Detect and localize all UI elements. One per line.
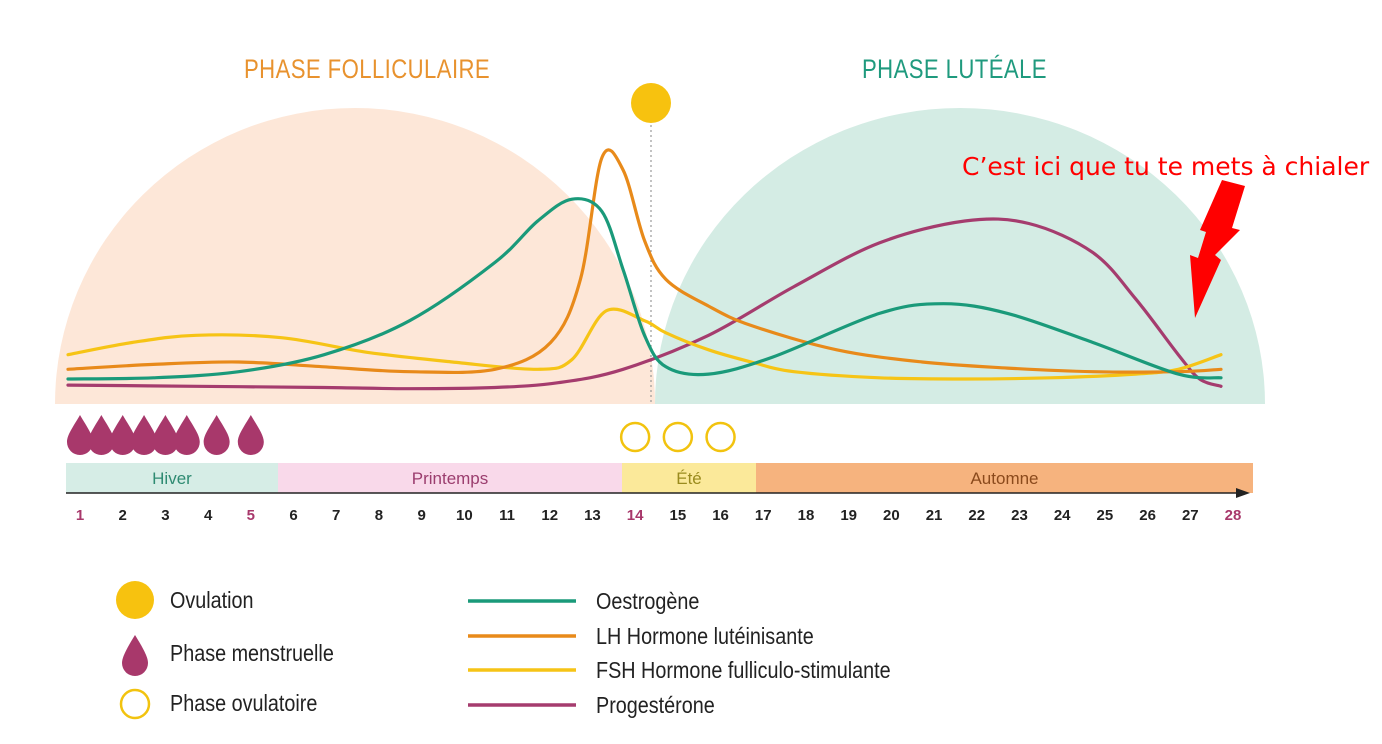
sun-icon bbox=[116, 581, 154, 619]
day-label: 27 bbox=[1182, 507, 1199, 524]
day-label: 26 bbox=[1139, 507, 1156, 524]
luteal-phase-title: PHASE LUTÉALE bbox=[862, 54, 1047, 84]
day-label: 3 bbox=[161, 507, 169, 524]
series-line-2 bbox=[66, 307, 1223, 381]
series-line-3 bbox=[66, 217, 1223, 391]
menstrual-drops bbox=[67, 415, 264, 455]
day-label: 1 bbox=[76, 507, 84, 524]
season-bar: Hiver Printemps Été Automne bbox=[66, 463, 1253, 493]
season-label: Printemps bbox=[412, 469, 489, 488]
ovulatory-ring-icon bbox=[705, 421, 736, 453]
day-label: 28 bbox=[1225, 507, 1242, 524]
day-label: 18 bbox=[798, 507, 815, 524]
day-label: 16 bbox=[712, 507, 729, 524]
day-label: 9 bbox=[417, 507, 425, 524]
day-label: 23 bbox=[1011, 507, 1028, 524]
season-label: Été bbox=[676, 469, 702, 488]
day-label: 24 bbox=[1054, 507, 1071, 524]
legend-ovulatory-label: Phase ovulatoire bbox=[170, 690, 318, 716]
menstrual-drop-icon bbox=[173, 415, 200, 455]
ovulatory-ring-icon bbox=[662, 421, 694, 453]
series-line-1 bbox=[66, 148, 1223, 375]
x-axis: 1 2 3 4 5 6 7 8 9 10 11 12 13 14 15 16 17 18 19 20 21 22 23 24 2… bbox=[66, 488, 1250, 524]
day-label: 10 bbox=[456, 507, 473, 524]
series-line-0 bbox=[66, 197, 1223, 381]
drop-icon bbox=[122, 635, 148, 676]
day-label: 17 bbox=[755, 507, 772, 524]
day-label: 20 bbox=[883, 507, 900, 524]
day-label: 14 bbox=[627, 507, 644, 524]
season-band-1 bbox=[278, 463, 622, 493]
day-label: 15 bbox=[670, 507, 687, 524]
legend-progesterone-label: Progestérone bbox=[596, 692, 715, 718]
menstrual-drop-icon bbox=[88, 415, 115, 455]
menstrual-drop-icon bbox=[152, 415, 179, 455]
annotation-text: C’est ici que tu te mets à chialer bbox=[962, 152, 1370, 181]
day-label: 2 bbox=[119, 507, 127, 524]
ovulatory-rings bbox=[619, 421, 736, 453]
menstrual-drop-icon bbox=[109, 415, 136, 455]
legend-fsh-label: FSH Hormone fulliculo-stimulante bbox=[596, 657, 891, 683]
legend-lh-label: LH Hormone lutéinisante bbox=[596, 623, 814, 649]
legend-menstrual-label: Phase menstruelle bbox=[170, 640, 334, 666]
day-label: 19 bbox=[840, 507, 857, 524]
menstrual-drop-icon bbox=[67, 415, 93, 455]
follicular-phase-title: PHASE FOLLICULAIRE bbox=[244, 54, 491, 84]
ovulation-sun-icon bbox=[631, 83, 671, 123]
legend-ovulation-label: Ovulation bbox=[170, 587, 254, 613]
hormone-curves bbox=[66, 148, 1223, 391]
day-label: 6 bbox=[289, 507, 297, 524]
legend-oestrogene-label: Oestrogène bbox=[596, 588, 700, 614]
season-label: Automne bbox=[970, 469, 1038, 488]
day-label: 25 bbox=[1097, 507, 1114, 524]
day-label: 7 bbox=[332, 507, 340, 524]
luteal-phase-background bbox=[655, 108, 1265, 404]
season-band-2 bbox=[622, 463, 756, 493]
ovulatory-ring-icon bbox=[619, 421, 651, 453]
lightning-bolt-icon bbox=[1190, 180, 1245, 318]
menstrual-drop-icon bbox=[203, 415, 230, 455]
day-label: 12 bbox=[541, 507, 558, 524]
season-label: Hiver bbox=[152, 469, 192, 488]
ring-icon bbox=[119, 688, 151, 720]
season-band-3 bbox=[756, 463, 1253, 493]
day-label: 13 bbox=[584, 507, 601, 524]
season-band-0 bbox=[66, 463, 278, 493]
day-label: 22 bbox=[968, 507, 985, 524]
day-label: 4 bbox=[204, 507, 213, 524]
day-label: 8 bbox=[375, 507, 383, 524]
menstrual-drop-icon bbox=[237, 415, 264, 455]
legend-icons bbox=[116, 581, 576, 720]
day-label: 21 bbox=[926, 507, 943, 524]
menstrual-drop-icon bbox=[131, 415, 158, 455]
follicular-phase-background bbox=[55, 108, 655, 404]
day-label: 11 bbox=[499, 507, 515, 524]
day-label: 5 bbox=[247, 507, 255, 524]
axis-arrow-icon bbox=[1236, 488, 1250, 498]
